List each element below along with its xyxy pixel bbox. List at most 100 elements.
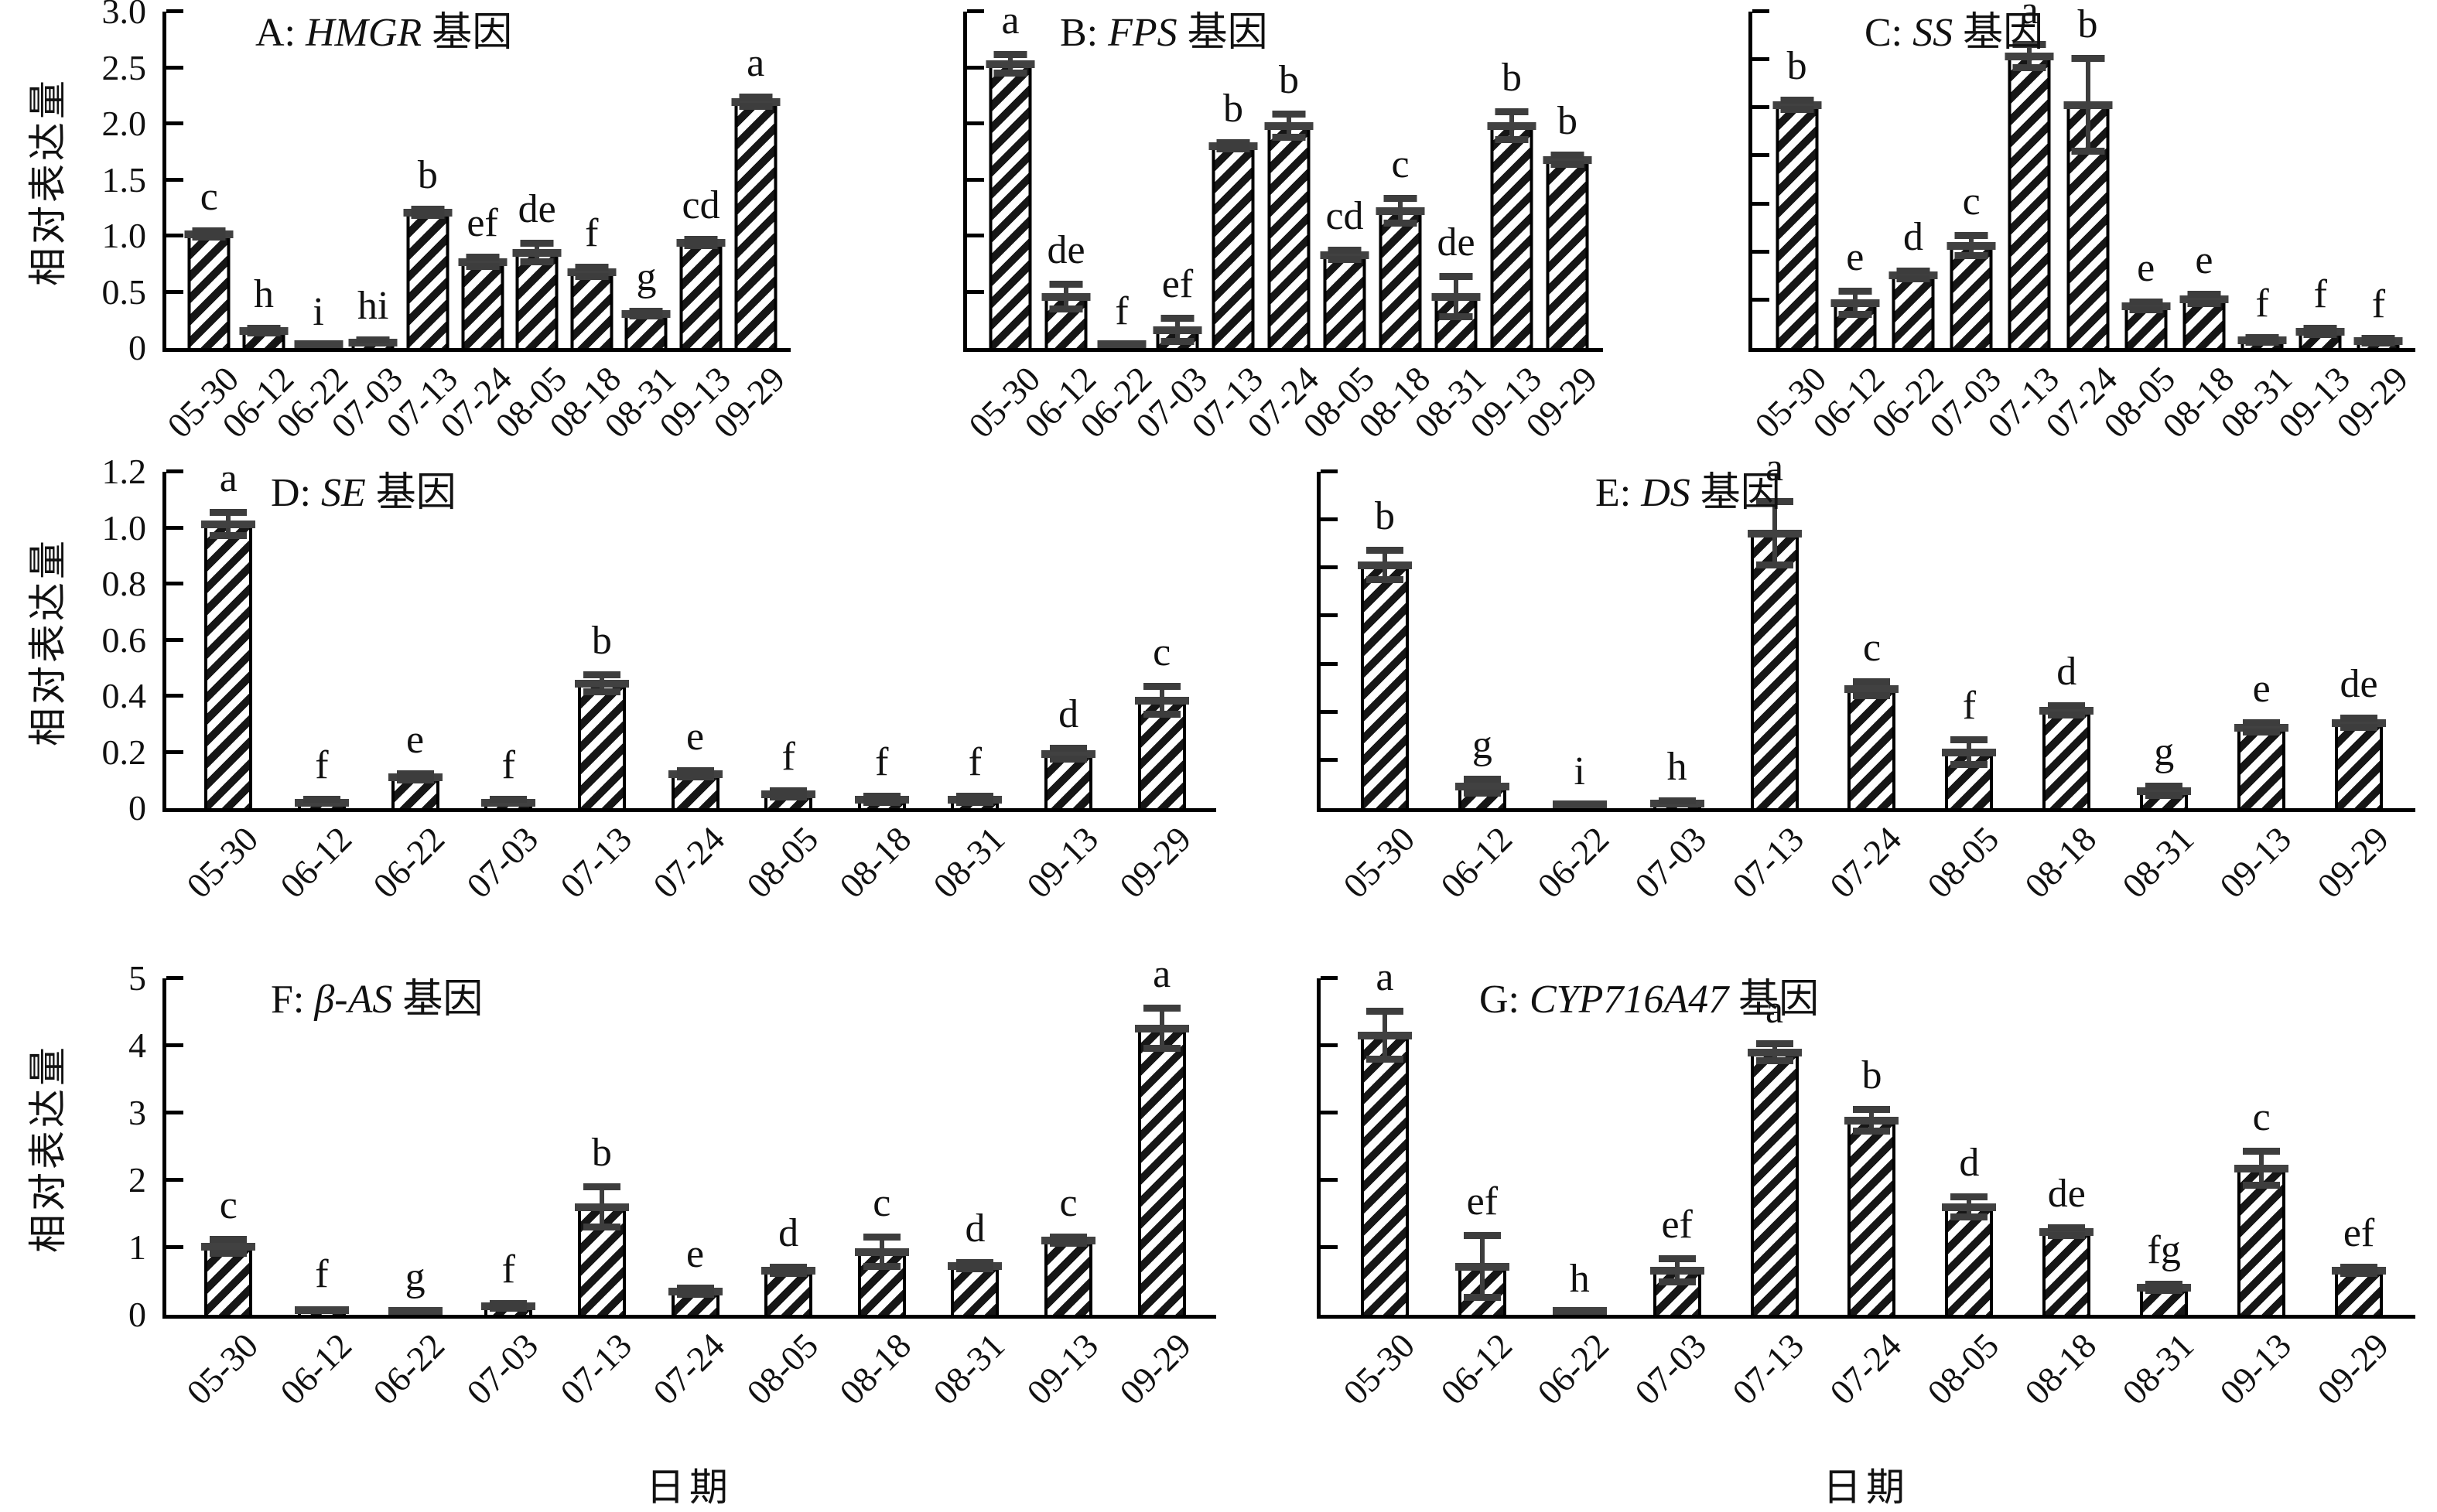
bar-group-05-30: a 05-30 (961, 1, 1048, 445)
significance-letter: e (2195, 238, 2213, 282)
panel-title-gene: SS (1912, 11, 1953, 55)
x-tick-label: 06-12 (272, 818, 359, 906)
bar-group-08-31: fg 08-31 (2114, 978, 2213, 1412)
error-bar-top-cap (1050, 745, 1088, 752)
error-bar-top-cap (956, 793, 994, 800)
error-bar-top-cap (1853, 678, 1891, 685)
significance-letter: f (315, 1252, 329, 1296)
error-bar-bottom-cap (2012, 64, 2046, 71)
bar (1212, 146, 1255, 348)
significance-letter: f (2313, 272, 2327, 316)
bar-group-07-24: b 07-24 (1239, 12, 1326, 445)
panel-title-C: C: SS 基因 (1864, 13, 2043, 53)
significance-letter: de (1437, 220, 1475, 265)
error-bar-bottom-cap (2048, 1232, 2086, 1239)
error-bar-bottom-cap (575, 273, 609, 280)
bar-top-cap (1431, 293, 1481, 301)
panel-title-gene: CYP716A47 (1530, 978, 1729, 1022)
bar-group-05-30: b 05-30 (1335, 472, 1434, 906)
error-bar-bottom-cap (2048, 712, 2086, 718)
bar (1750, 1053, 1799, 1315)
significance-letter: hi (357, 284, 389, 328)
error-bar-top-cap (583, 671, 620, 678)
x-tick-label: 08-18 (2017, 818, 2104, 906)
error-bar-top-cap (676, 1285, 714, 1292)
x-tick-label: 09-29 (1112, 818, 1199, 906)
x-tick-label: 09-13 (2212, 1325, 2299, 1412)
x-tick-label: 07-03 (459, 818, 546, 906)
error-bar-top-cap (1896, 268, 1930, 275)
error-bar-bottom-cap (247, 329, 281, 336)
error-bar-bottom-cap (1755, 561, 1793, 568)
panel-title-G: G: CYP716A47 基因 (1479, 980, 1819, 1020)
bar (1847, 689, 1896, 808)
error-bar-top-cap (2340, 1264, 2378, 1271)
panel-title-suffix: 基因 (422, 11, 513, 55)
bar-group-09-29: de 09-29 (2309, 472, 2408, 906)
bar-group-07-24: e 07-24 (646, 978, 742, 1412)
y-tick-label: 0 (128, 328, 146, 367)
error-bar-top-cap (993, 51, 1027, 58)
bar-top-cap (1376, 207, 1425, 215)
y-tick (1321, 1178, 1338, 1182)
significance-letter: d (778, 1211, 799, 1255)
bar (1267, 126, 1311, 348)
error-bar-top-cap (1365, 547, 1403, 554)
bar (1137, 1029, 1186, 1315)
x-tick-label: 05-30 (1335, 818, 1422, 906)
bar-group-07-13: b 07-13 (1184, 12, 1270, 445)
bar-top-cap (1942, 749, 1997, 756)
bar-group-09-29: a 09-29 (1113, 954, 1208, 1412)
bar-group-05-30: b 05-30 (1748, 12, 1834, 445)
x-tick-label: 08-05 (739, 1325, 826, 1412)
bar-top-cap (1320, 251, 1369, 259)
bar-group-07-24: ef 07-24 (433, 12, 520, 445)
y-tick (1321, 469, 1338, 473)
bar-group-09-29: a 09-29 (706, 12, 793, 445)
bar-top-cap (1487, 122, 1536, 130)
panel-title-suffix: 基因 (392, 978, 484, 1022)
error-bar-bottom-cap (1755, 1057, 1793, 1064)
error-bar-bottom-cap (1050, 1240, 1088, 1247)
error-bar-top-cap (2071, 55, 2105, 62)
bar-group-08-31: g 08-31 (2114, 472, 2213, 906)
y-tick-label: 1.2 (101, 452, 147, 491)
significance-letter: b (1374, 494, 1395, 538)
significance-letter: e (406, 718, 425, 762)
error-bar-bottom-cap (2303, 331, 2337, 338)
error-bar-bottom-cap (1050, 756, 1088, 763)
error-bar-bottom-cap (676, 1291, 714, 1298)
panel-row-3: 0 1 2 3 4 5 F: β-AS 基因 c 05-30 f 06-12 g 06-22 f 07-03… (0, 954, 2437, 1509)
bar-group-06-12: f 06-12 (272, 472, 369, 906)
error-bar-bottom-cap (1143, 711, 1181, 718)
significance-letter: b (1223, 87, 1243, 131)
bar-group-08-31: de 08-31 (1406, 12, 1493, 445)
error-bar-bottom-cap (2145, 1287, 2183, 1294)
plot-area-C: C: SS 基因 b 05-30 e 06-12 d 06-22 c 07-03 a 07-13 b 0… (1748, 0, 2416, 445)
panel-title-prefix: C: (1864, 11, 1913, 55)
error-bar-top-cap (411, 206, 445, 213)
bar-group-08-31: g 08-31 (596, 12, 683, 445)
y-tick (1752, 9, 1769, 13)
error-bar-bottom-cap (993, 70, 1027, 77)
y-tick (1321, 565, 1338, 570)
significance-letter: c (219, 1183, 238, 1227)
bar-group-09-29: f 09-29 (2329, 12, 2415, 445)
error-bar-top-cap (1143, 1005, 1181, 1012)
error-bar-bottom-cap (210, 532, 248, 539)
significance-letter: ef (1466, 1179, 1499, 1224)
significance-letter: g (1471, 723, 1492, 767)
significance-letter: a (1001, 0, 1020, 43)
bar (1950, 246, 1993, 348)
bar-top-cap (574, 1203, 629, 1211)
y-tick (166, 637, 183, 642)
bar (461, 262, 504, 348)
x-tick-label: 07-24 (1822, 818, 1909, 906)
error-bar-top-cap (1658, 797, 1696, 804)
bar-group-06-12: e 06-12 (1806, 12, 1892, 445)
error-bar-bottom-cap (1853, 692, 1891, 699)
y-tick (166, 1178, 183, 1182)
error-bar-top-cap (1950, 1193, 1988, 1200)
error-bar-top-cap (2145, 783, 2183, 790)
significance-letter: f (875, 740, 889, 784)
